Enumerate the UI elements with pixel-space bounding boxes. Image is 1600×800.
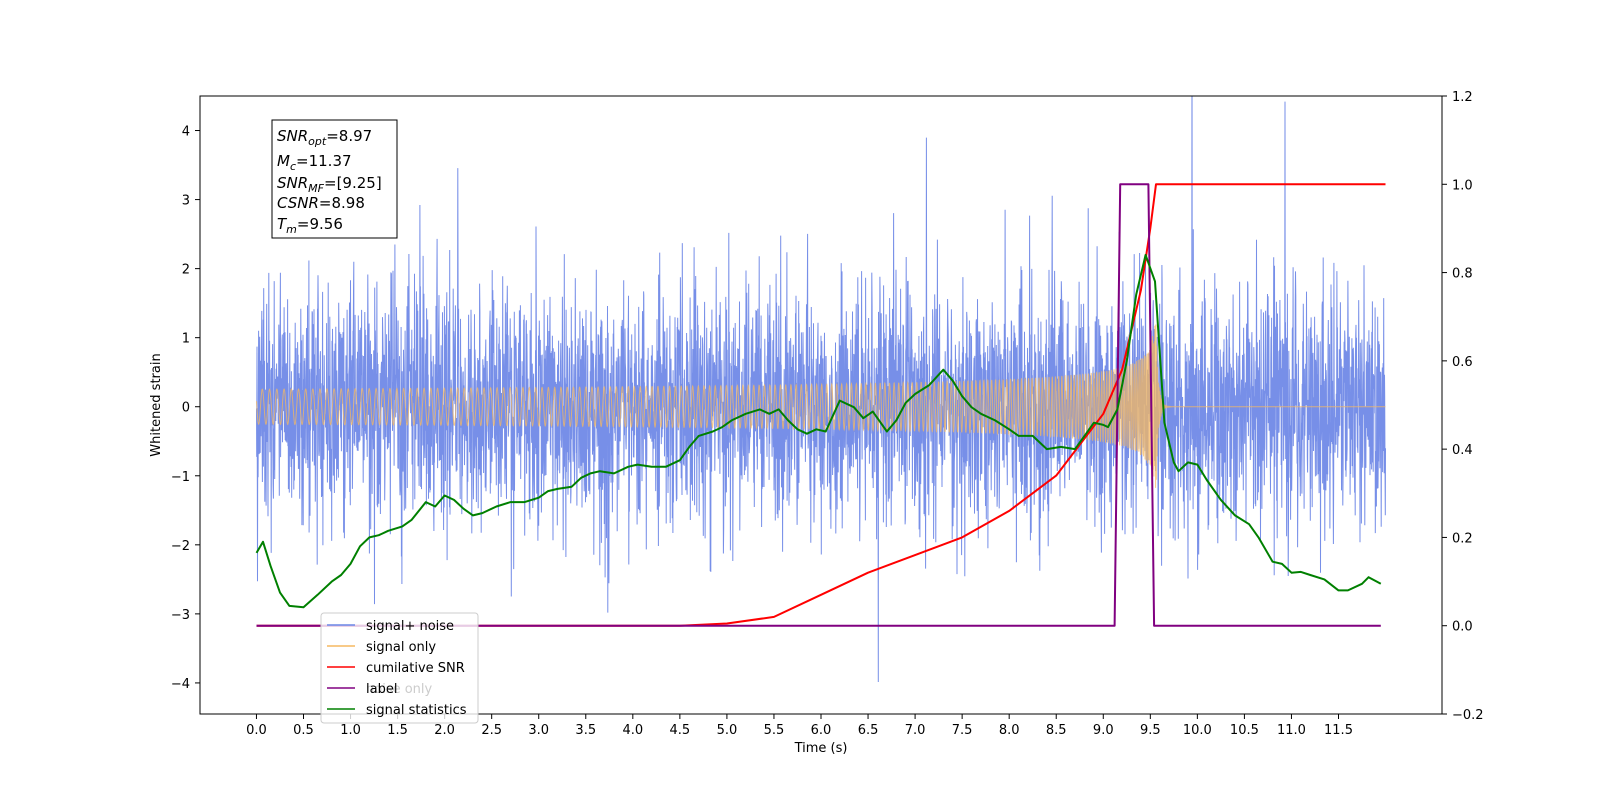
svg-text:signal only: signal only [366,640,436,655]
x-tick-label: 2.5 [481,723,502,738]
y-right-tick-label: 0.6 [1452,355,1473,370]
x-tick-label: 7.5 [952,723,973,738]
x-tick-label: 9.5 [1140,723,1161,738]
series-signal-only [255,324,1386,488]
annotation-line-mc: Mc=11.37 [277,152,352,173]
x-tick-label: 3.0 [528,723,549,738]
y-left-tick-label: 3 [182,194,190,209]
annotation-line-csnr: CSNR=8.98 [277,194,365,212]
x-tick-label: 2.0 [434,723,455,738]
legend-entry-noise-only: noise only [366,682,433,697]
x-tick-label: 1.0 [340,723,361,738]
svg-text:cumilative SNR: cumilative SNR [366,661,465,676]
x-tick-label: 8.5 [1046,723,1067,738]
x-tick-label: 10.0 [1183,723,1212,738]
y-axis-label: Whitened strain [149,353,164,456]
x-tick-label: 4.5 [670,723,691,738]
y-right-tick-label: 1.0 [1452,178,1473,193]
series-signal-noise [256,96,1386,683]
x-tick-label: 0.0 [246,723,267,738]
x-tick-label: 6.0 [811,723,832,738]
x-tick-label: 9.0 [1093,723,1114,738]
legend-entry-signal-noise: signal+ noise [327,619,454,634]
annotation-line-tm: Tm=9.56 [277,215,343,236]
y-left-tick-label: 4 [182,125,190,140]
y-right-tick-label: −0.2 [1452,708,1484,723]
y-right-tick-label: 0.0 [1452,620,1473,635]
x-tick-label: 5.5 [764,723,785,738]
x-tick-label: 10.5 [1230,723,1259,738]
annotation-line-snr-opt: SNRopt=8.97 [277,127,372,148]
series-cumulative-snr [256,183,1386,627]
x-tick-label: 11.0 [1277,723,1306,738]
y-left-tick-label: −3 [171,608,190,623]
y-left-tick-label: −4 [171,677,190,692]
legend-entry-cumulative-snr: cumilative SNR [327,661,465,676]
svg-text:signal statistics: signal statistics [366,703,467,718]
legend-entry-label: noise only label [327,682,433,697]
legend-entry-signal-only: signal only [327,640,436,655]
y-left-tick-label: 0 [182,401,190,416]
y-left-tick-label: 2 [182,263,190,278]
series-label [256,183,1381,627]
y-right-tick-label: 0.2 [1452,531,1473,546]
series-signal-statistics [255,253,1382,609]
x-tick-label: 3.5 [575,723,596,738]
legend: signal+ noise signal only cumilative SNR… [320,612,479,724]
y-left-tick-label: −2 [171,539,190,554]
series-layer [255,96,1386,683]
x-tick-label: 8.0 [999,723,1020,738]
y-right-tick-label: 0.8 [1452,267,1473,282]
x-axis: 0.0 0.5 1.0 1.5 2.0 2.5 3.0 3.5 4.0 4.5 5.0 5.5 6.0 6… [246,714,1353,738]
annotation-box: SNRopt=8.97 Mc=11.37 SNRMF=[9.25] CSNR=8… [271,119,398,239]
y-axis-right: 1.2 1.0 0.8 0.6 0.4 0.2 0.0 −0.2 [1442,90,1484,723]
x-tick-label: 11.5 [1324,723,1353,738]
y-left-tick-label: 1 [182,332,190,347]
y-left-tick-label: −1 [171,470,190,485]
x-tick-label: 6.5 [858,723,879,738]
svg-text:label: label [366,682,397,697]
x-axis-label: Time (s) [794,741,848,756]
x-tick-label: 0.5 [293,723,314,738]
y-right-tick-label: 1.2 [1452,90,1473,105]
legend-entry-signal-statistics: signal statistics [327,703,467,718]
x-tick-label: 7.0 [905,723,926,738]
x-tick-label: 1.5 [387,723,408,738]
x-tick-label: 4.0 [622,723,643,738]
y-right-tick-label: 0.4 [1452,443,1473,458]
x-tick-label: 5.0 [717,723,738,738]
annotation-line-snr-mf: SNRMF=[9.25] [277,174,382,195]
y-axis-left: 4 3 2 1 0 −1 −2 −3 −4 [171,125,200,692]
svg-text:signal+ noise: signal+ noise [366,619,454,634]
